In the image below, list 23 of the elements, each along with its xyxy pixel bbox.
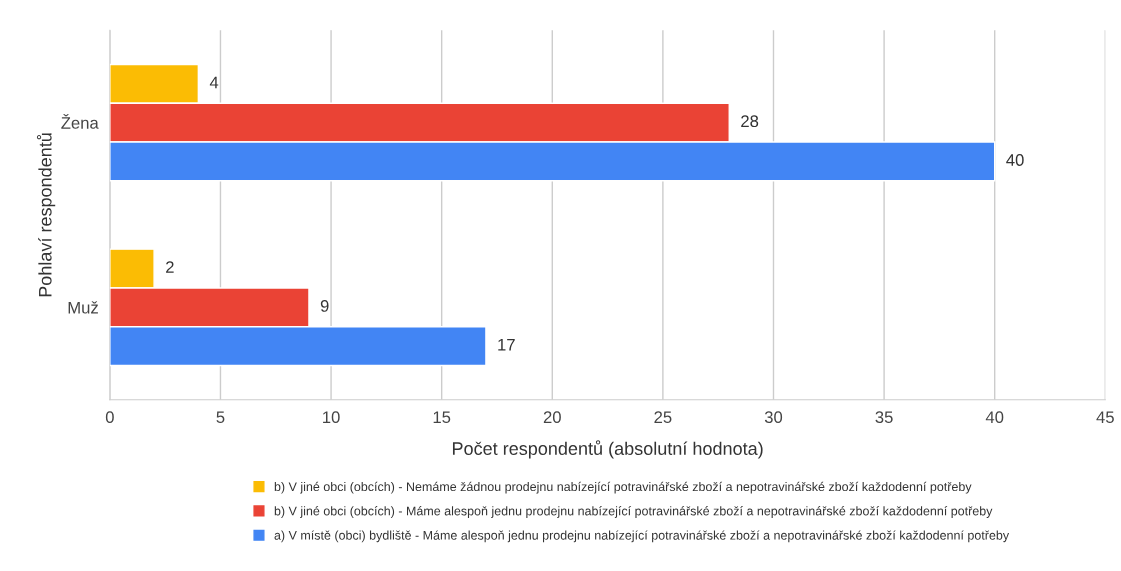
x-tick-label: 35	[875, 411, 893, 424]
data-label: 4	[209, 76, 219, 89]
y-tick-label: Muž	[68, 301, 98, 314]
y-axis-title: Pohlaví respondentů	[36, 133, 56, 297]
data-label: 2	[166, 261, 174, 273]
x-tick-label: 10	[323, 411, 340, 424]
data-label: 28	[741, 115, 759, 128]
y-tick-label: Žena	[61, 114, 99, 129]
legend-label: b) V jiné obci (obcích) - Nemáme žádnou prodejnu nabízející potravinářské zboží a nepotravinářské zboží každodenní potřeby	[274, 481, 972, 494]
x-tick-label: 40	[985, 411, 1004, 424]
x-tick-label: 20	[543, 411, 561, 424]
x-axis-title: Počet respondentů (absolutní hodnota)	[452, 440, 763, 459]
x-tick-label: 0	[105, 411, 114, 424]
x-tick-label: 30	[764, 411, 783, 424]
legend-label: a) V místě (obci) bydliště - Máme alespoň jednu prodejnu nabízející potravinářské zboží a nepotravinářské zboží každodenní potřeby	[274, 530, 1010, 543]
legend-label: b) V jiné obci (obcích) - Máme alespoň jednu prodejnu nabízející potravinářské zboží a nepotravinářské zboží každodenní potřeby	[274, 506, 993, 518]
x-tick-label: 5	[216, 411, 225, 424]
data-label: 17	[498, 338, 515, 351]
x-tick-label: 45	[1096, 411, 1114, 424]
data-label: 40	[1006, 154, 1024, 166]
x-tick-label: 25	[654, 411, 672, 424]
x-tick-label: 15	[433, 411, 451, 424]
data-label: 9	[320, 300, 329, 312]
